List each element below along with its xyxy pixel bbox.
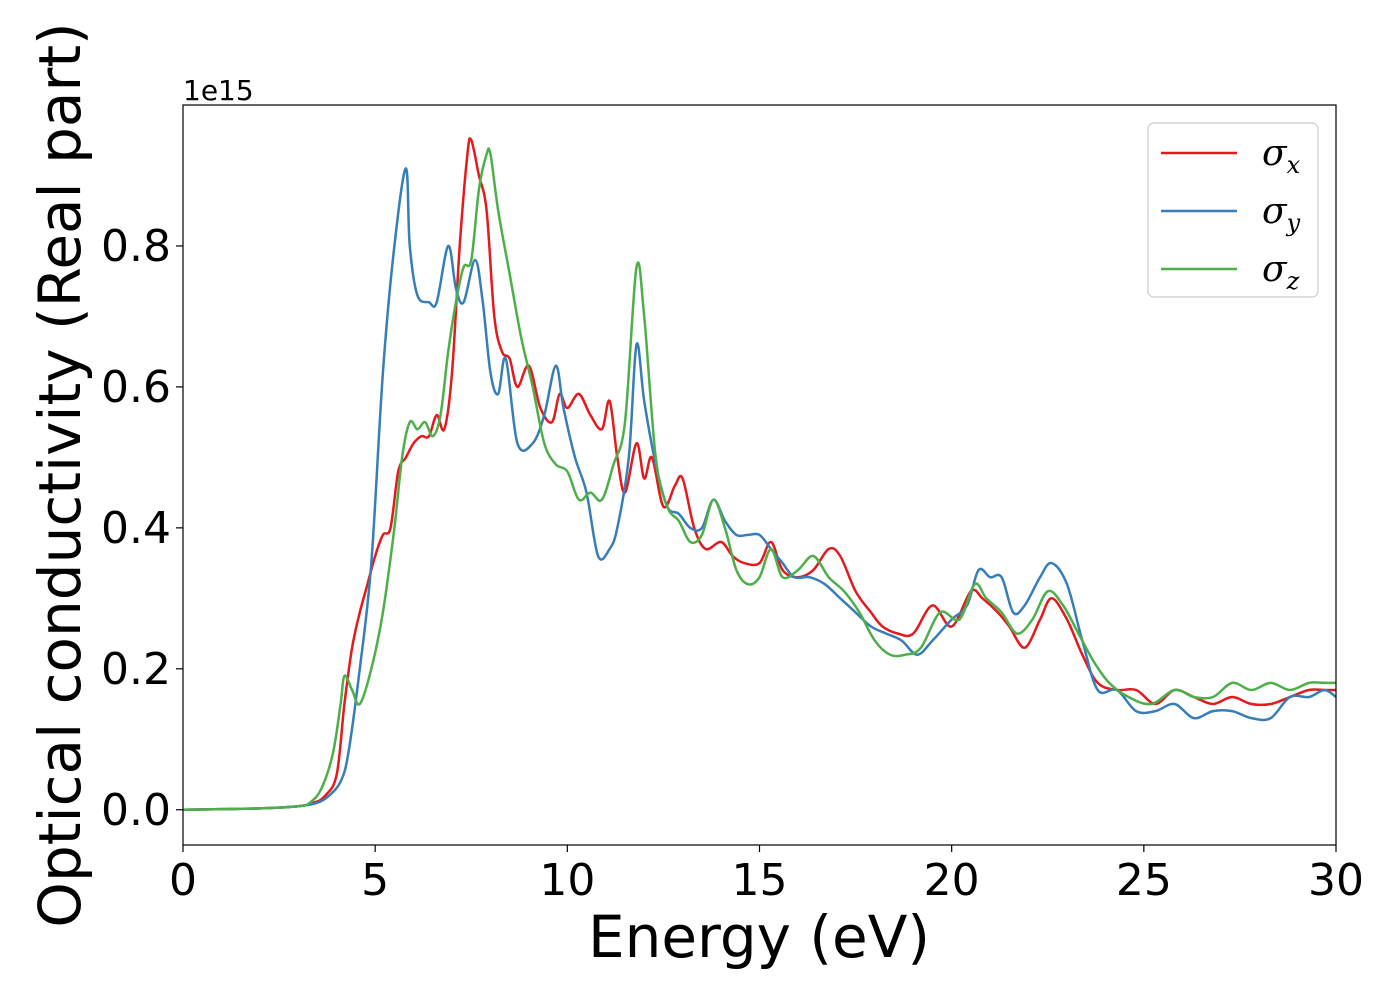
x-tick-label: 20 [924,855,980,906]
x-tick-label: 0 [169,855,197,906]
y-tick-label: 0.0 [101,785,171,836]
series-line-y [183,167,1336,812]
y-tick-label: 0.2 [101,644,171,695]
legend-label-z: σz [1262,249,1300,295]
x-tick-label: 10 [539,855,595,906]
x-tick-label: 15 [732,855,788,906]
legend: σx σy σz [1147,122,1319,298]
series-line-z [183,147,1336,812]
x-axis-title: Energy (eV) [588,903,930,971]
y-tick-label: 0.6 [101,362,171,413]
y-tick-label: 0.4 [101,503,171,554]
x-tick-label: 25 [1116,855,1172,906]
x-tick-label: 30 [1308,855,1364,906]
y-offset-label: 1e15 [183,74,254,107]
x-tick-label: 5 [361,855,389,906]
y-tick-label: 0.8 [101,221,171,272]
y-axis-title: Optical conductivity (Real part) [26,22,94,927]
series-layer [183,137,1336,812]
x-axis: 0 5 10 15 20 25 30 [169,845,1364,906]
series-line-x [183,137,1336,812]
y-axis: 0.0 0.2 0.4 0.6 0.8 [101,221,183,836]
legend-label-y: σy [1262,191,1301,237]
legend-label-x: σx [1262,133,1301,179]
